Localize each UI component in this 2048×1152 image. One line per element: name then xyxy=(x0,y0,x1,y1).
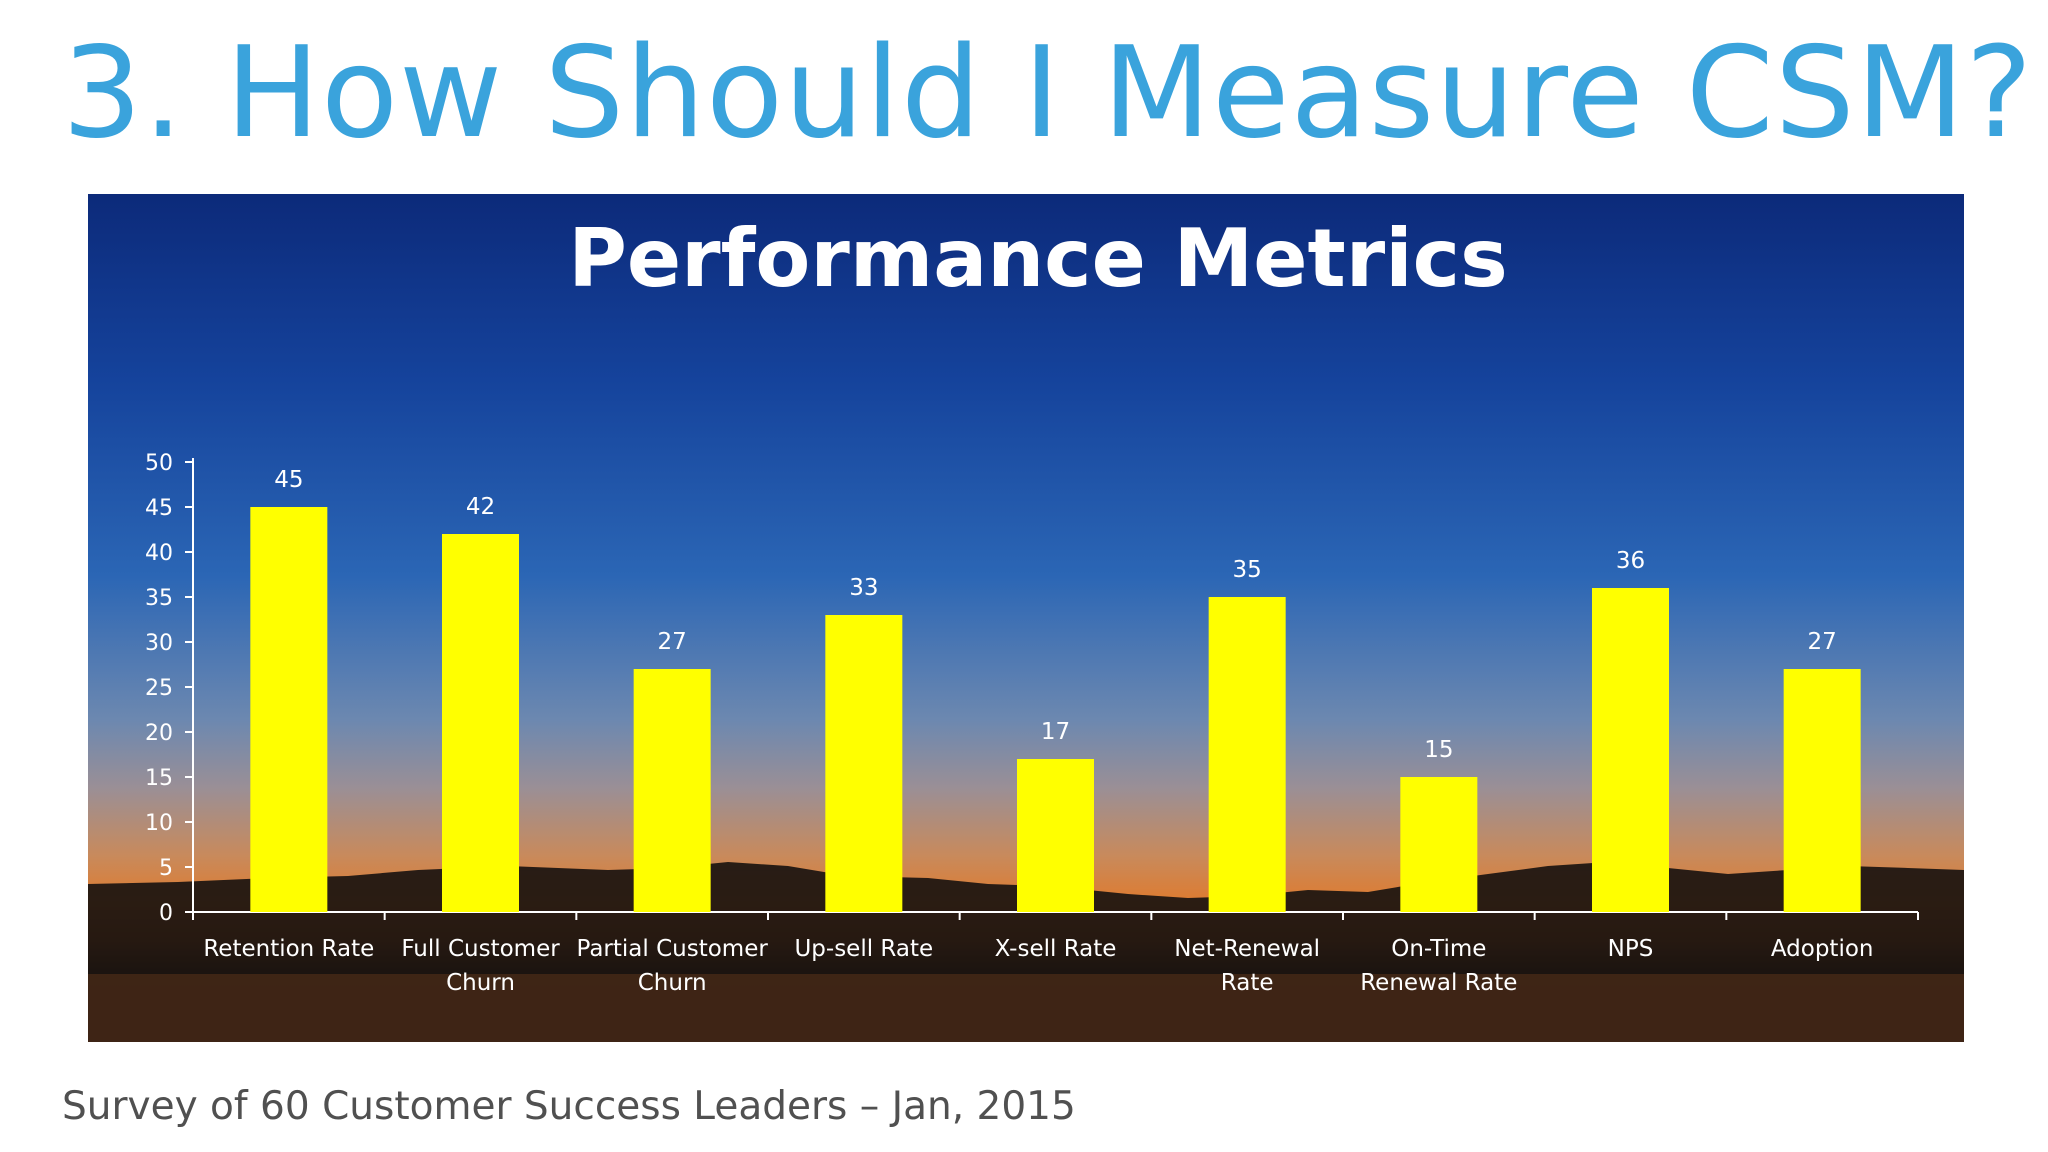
data-label: 42 xyxy=(466,494,495,520)
y-tick-label: 0 xyxy=(159,901,173,926)
category-label: On-Time xyxy=(1391,936,1486,962)
y-tick-label: 50 xyxy=(145,451,173,476)
category-label: Up-sell Rate xyxy=(794,936,933,962)
bar xyxy=(1592,588,1669,912)
bar-chart: Performance Metrics 0 5 10 15 20 25 30 35 40 45 50… xyxy=(88,212,1964,1042)
category-label: Adoption xyxy=(1771,936,1874,962)
chart-title: Performance Metrics xyxy=(568,212,1507,305)
category-label: NPS xyxy=(1608,936,1654,962)
category-label: Partial Customer xyxy=(577,936,769,962)
bar xyxy=(442,534,519,912)
mountain-silhouette xyxy=(88,862,1964,1042)
bar xyxy=(1400,777,1478,912)
bar xyxy=(1208,597,1286,912)
y-tick-label: 20 xyxy=(145,721,173,746)
slide-title: 3. How Should I Measure CSM? xyxy=(62,19,2034,166)
chart-bars xyxy=(250,507,1861,912)
y-tick-label: 5 xyxy=(159,856,173,881)
y-tick-label: 15 xyxy=(145,766,173,791)
category-label: Renewal Rate xyxy=(1360,970,1517,996)
y-tick-label: 35 xyxy=(145,586,173,611)
category-label: Rate xyxy=(1221,970,1274,996)
category-label: Retention Rate xyxy=(203,936,374,962)
bar xyxy=(1017,759,1094,912)
data-label: 15 xyxy=(1424,737,1453,763)
category-label: Churn xyxy=(446,970,515,996)
data-label: 36 xyxy=(1616,548,1645,574)
y-tick-label: 45 xyxy=(145,496,173,521)
data-label: 45 xyxy=(274,467,303,493)
y-tick-label: 30 xyxy=(145,631,173,656)
footer-note: Survey of 60 Customer Success Leaders – … xyxy=(62,1084,1076,1129)
city-lights-haze xyxy=(88,974,1964,1042)
bar xyxy=(250,507,328,912)
category-label: X-sell Rate xyxy=(995,936,1117,962)
category-label: Net-Renewal xyxy=(1174,936,1320,962)
data-label: 33 xyxy=(849,575,878,601)
data-label: 27 xyxy=(1808,629,1837,655)
y-tick-label: 40 xyxy=(145,541,173,566)
chart-panel: Performance Metrics 0 5 10 15 20 25 30 35 40 45 50… xyxy=(88,194,1964,1042)
bar xyxy=(633,669,711,912)
bar xyxy=(1783,669,1861,912)
data-label: 27 xyxy=(658,629,687,655)
chart-labels: 45 Retention Rate 42 Full Customer Churn 27 Pa… xyxy=(203,467,1873,996)
y-tick-label: 10 xyxy=(145,811,173,836)
category-label: Full Customer xyxy=(401,936,560,962)
data-label: 17 xyxy=(1041,719,1070,745)
data-label: 35 xyxy=(1233,557,1262,583)
category-label: Churn xyxy=(638,970,707,996)
y-tick-label: 25 xyxy=(145,676,173,701)
bar xyxy=(825,615,903,912)
